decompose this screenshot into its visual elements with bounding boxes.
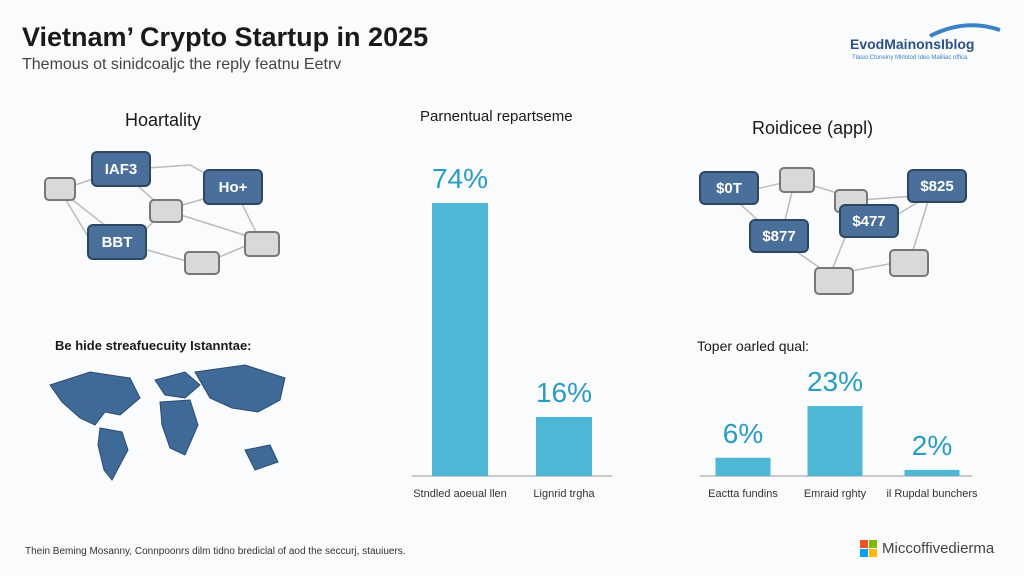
network-right	[729, 179, 932, 276]
bar	[715, 457, 771, 476]
network-right-bubbles	[699, 169, 967, 253]
world-map	[49, 364, 286, 481]
logo-tagline: Tlasio Ctoneiny Mlrlotod Ideo Maliliac o…	[852, 55, 968, 61]
value-label: 74%	[431, 163, 489, 194]
value-label: 16%	[535, 376, 593, 408]
x-tick-label: Lignrid trgha	[533, 488, 595, 500]
bubble-label: $825	[920, 178, 953, 195]
network-left-nodes	[44, 177, 280, 275]
x-tick-label: Stndled aoeual llen	[413, 488, 507, 500]
footer-note: Thein Beming Mosanny, Connpoonrs dilm ti…	[25, 546, 406, 557]
panel-title: Be hide streafuecuity Istanntae:	[55, 338, 252, 353]
bubble-label: BBT	[102, 234, 133, 251]
logo-swoosh	[929, 23, 1001, 38]
bubble-label: IAF3	[105, 161, 138, 178]
value-label: 23%	[806, 366, 864, 397]
panel-title: Hoartality	[125, 110, 202, 130]
chart-title: Toper oarled qual:	[697, 338, 810, 354]
bar	[536, 416, 592, 476]
bubble-label: $477	[852, 213, 885, 230]
network-left-bubbles	[87, 151, 263, 260]
bar	[904, 469, 960, 476]
subtitle: Themous ot sinidcoaljc the reply featnu …	[22, 56, 342, 73]
x-tick-label: il Rupdal bunchers	[886, 488, 978, 500]
value-label: 6%	[722, 417, 764, 449]
panel-title: Roidicee (appl)	[752, 118, 874, 138]
bar	[432, 203, 488, 476]
logo-name: EvodMainonsIblog	[850, 36, 975, 52]
bubble-label: $0T	[716, 180, 742, 197]
bubble-label: $877	[762, 228, 795, 245]
x-tick-label: Emraid rghty	[803, 488, 867, 500]
bubble-label: Ho+	[219, 179, 248, 196]
value-label: 2%	[911, 429, 953, 461]
x-tick-label: Eactta fundins	[708, 488, 778, 500]
footer-brand: Miccoffivedierma	[882, 540, 995, 557]
chart-title: Parnentual repartseme	[420, 108, 573, 125]
title: Vietnam’ Crypto Startup in 2025	[22, 22, 429, 52]
bar	[807, 406, 863, 476]
footer-logo	[860, 540, 877, 557]
